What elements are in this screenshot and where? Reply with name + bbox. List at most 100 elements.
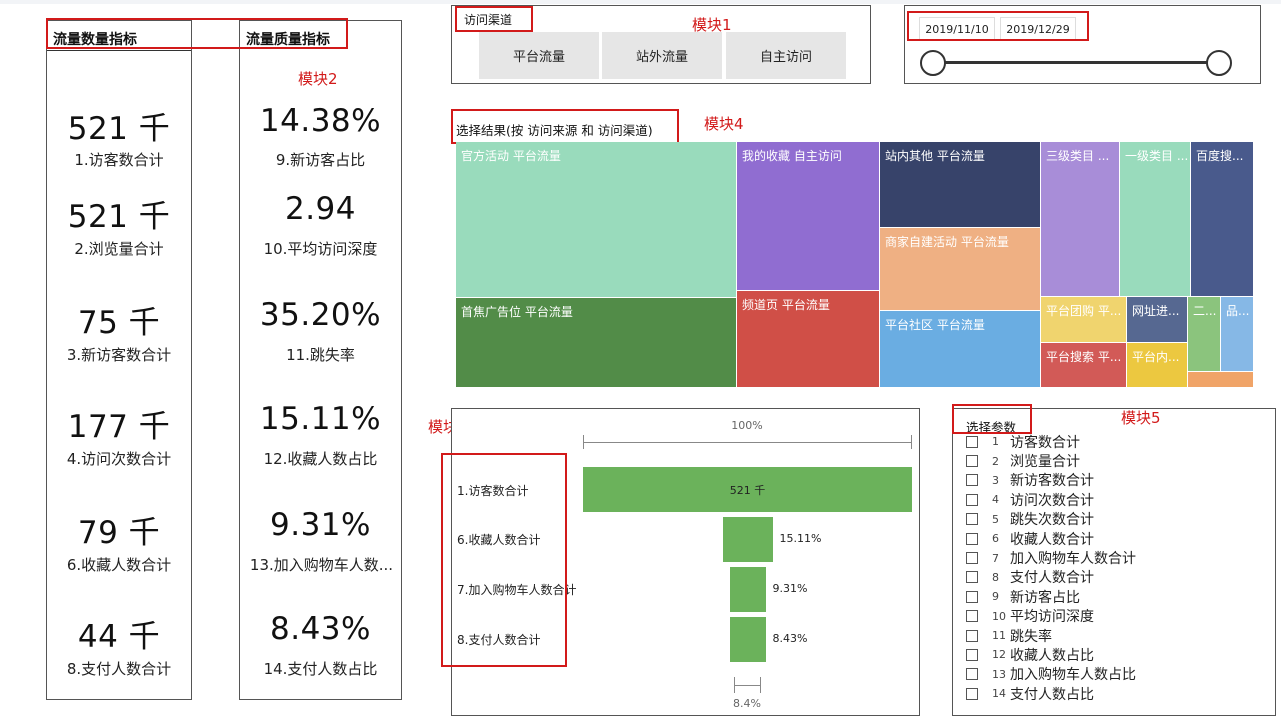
quantity-kpi-panel: 流量数量指标 521 千 1.访客数合计 521 千 2.浏览量合计 75 千 … xyxy=(46,20,192,700)
treemap-tile-url-entry[interactable]: 网址进... xyxy=(1127,297,1188,343)
date-slider-end-handle[interactable] xyxy=(1206,50,1232,76)
treemap-tile-banner-ad[interactable]: 首焦广告位 平台流量 xyxy=(456,298,737,388)
parameter-name: 跳失次数合计 xyxy=(1010,512,1094,529)
parameter-checkbox[interactable] xyxy=(966,493,978,506)
channel-option-self[interactable]: 自主访问 xyxy=(726,32,846,79)
parameter-checkbox[interactable] xyxy=(966,571,978,584)
parameter-number: 1 xyxy=(992,435,999,449)
parameter-checkbox[interactable] xyxy=(966,687,978,700)
treemap-tile-site-other[interactable]: 站内其他 平台流量 xyxy=(880,142,1041,228)
parameter-item[interactable]: 7 加入购物车人数合计 xyxy=(966,548,1266,567)
parameter-checkbox[interactable] xyxy=(966,629,978,642)
date-slider-start-handle[interactable] xyxy=(920,50,946,76)
parameter-item[interactable]: 1 访客数合计 xyxy=(966,432,1266,451)
parameter-name: 浏览量合计 xyxy=(1010,454,1080,471)
treemap-tile-platform-search[interactable]: 平台搜索 平... xyxy=(1041,343,1127,388)
parameter-number: 5 xyxy=(992,512,999,526)
funnel-bottom-bracket-line xyxy=(734,685,761,686)
parameter-name: 支付人数占比 xyxy=(1010,686,1094,703)
date-slider-track xyxy=(933,61,1219,64)
quality-kpi-panel: 流量质量指标 14.38% 9.新访客占比 2.94 10.平均访问深度 35.… xyxy=(239,20,402,700)
parameter-item[interactable]: 8 支付人数合计 xyxy=(966,568,1266,587)
channel-option-platform[interactable]: 平台流量 xyxy=(479,32,599,79)
parameter-checkbox[interactable] xyxy=(966,648,978,661)
funnel-bar-value-3: 9.31% xyxy=(772,582,808,595)
parameter-item[interactable]: 2 浏览量合计 xyxy=(966,451,1266,470)
treemap-tile-platform-community[interactable]: 平台社区 平台流量 xyxy=(880,311,1041,388)
funnel-bar-2[interactable] xyxy=(722,517,773,562)
funnel-bar-1[interactable] xyxy=(583,467,912,512)
treemap-tile-my-favorites[interactable]: 我的收藏 自主访问 xyxy=(737,142,880,291)
date-range-slicer: 2019/11/10 2019/12/29 xyxy=(904,5,1261,84)
funnel-bottom-bracket-left-tick xyxy=(734,677,735,693)
kpi-value-pageviews: 521 千 xyxy=(67,199,171,235)
funnel-bar-4[interactable] xyxy=(729,617,766,662)
kpi-value-payers: 44 千 xyxy=(77,619,161,655)
kpi-label-favorite-ratio: 12.收藏人数占比 xyxy=(263,450,378,468)
treemap-tile-platform-groupbuy[interactable]: 平台团购 平... xyxy=(1041,297,1127,343)
parameter-item[interactable]: 11 跳失率 xyxy=(966,626,1266,645)
funnel-top-label: 100% xyxy=(731,419,763,432)
parameter-checkbox[interactable] xyxy=(966,474,978,487)
parameter-checkbox[interactable] xyxy=(966,455,978,468)
treemap-tile-small-pin[interactable]: 品... xyxy=(1221,297,1254,372)
kpi-label-pay-ratio: 14.支付人数占比 xyxy=(263,660,378,678)
parameter-checkbox[interactable] xyxy=(966,668,978,681)
kpi-value-new-visitors: 75 千 xyxy=(77,305,161,341)
kpi-label-new-visitors: 3.新访客数合计 xyxy=(66,346,172,364)
treemap-tile-small-orange[interactable] xyxy=(1188,372,1254,388)
funnel-bar-value-2: 15.11% xyxy=(779,532,822,545)
funnel-bar-3[interactable] xyxy=(729,567,766,612)
treemap-tile-channel-page[interactable]: 频道页 平台流量 xyxy=(737,291,880,388)
channel-option-external[interactable]: 站外流量 xyxy=(602,32,722,79)
treemap: 官方活动 平台流量 首焦广告位 平台流量 我的收藏 自主访问 频道页 平台流量 … xyxy=(456,142,1254,388)
parameter-checkbox[interactable] xyxy=(966,610,978,623)
parameter-number: 2 xyxy=(992,454,999,468)
parameter-item[interactable]: 9 新访客占比 xyxy=(966,587,1266,606)
parameter-item[interactable]: 12 收藏人数占比 xyxy=(966,645,1266,664)
parameter-item[interactable]: 13 加入购物车人数占比 xyxy=(966,665,1266,684)
parameter-item[interactable]: 14 支付人数占比 xyxy=(966,684,1266,703)
parameter-number: 9 xyxy=(992,590,999,604)
treemap-tile-level3-category[interactable]: 三级类目 ... xyxy=(1041,142,1120,297)
kpi-value-visits: 177 千 xyxy=(67,409,171,445)
kpi-value-visitors: 521 千 xyxy=(67,111,171,147)
annotation-module-2: 模块2 xyxy=(298,70,338,88)
parameter-selector-title: 选择参数 xyxy=(966,420,1017,435)
parameter-name: 收藏人数合计 xyxy=(1010,531,1094,548)
treemap-tile-official-activity[interactable]: 官方活动 平台流量 xyxy=(456,142,737,298)
parameter-name: 收藏人数占比 xyxy=(1010,648,1094,664)
funnel-top-bracket-line xyxy=(583,442,912,443)
kpi-label-favorites: 6.收藏人数合计 xyxy=(66,556,172,574)
parameter-checkbox[interactable] xyxy=(966,513,978,526)
treemap-tile-small-2[interactable]: 二... xyxy=(1188,297,1221,372)
kpi-label-avg-depth: 10.平均访问深度 xyxy=(263,240,378,258)
parameter-item[interactable]: 5 跳失次数合计 xyxy=(966,510,1266,529)
annotation-module-1: 模块1 xyxy=(692,16,732,34)
top-strip xyxy=(0,0,1281,4)
parameter-item[interactable]: 6 收藏人数合计 xyxy=(966,529,1266,548)
parameter-item[interactable]: 3 新访客数合计 xyxy=(966,471,1266,490)
parameter-number: 14 xyxy=(992,687,1006,701)
parameter-item[interactable]: 10 平均访问深度 xyxy=(966,607,1266,626)
funnel-bar-value-4: 8.43% xyxy=(772,632,808,645)
date-start-field[interactable]: 2019/11/10 xyxy=(919,17,995,41)
parameter-checkbox[interactable] xyxy=(966,552,978,565)
parameter-checkbox[interactable] xyxy=(966,435,978,448)
treemap-tile-level1-category[interactable]: 一级类目 ... xyxy=(1120,142,1191,297)
treemap-tile-merchant-activity[interactable]: 商家自建活动 平台流量 xyxy=(880,228,1041,311)
funnel-chart: 100% 1.访客数合计 6.收藏人数合计 7.加入购物车人数合计 8.支付人数… xyxy=(451,408,920,716)
parameter-name: 新访客占比 xyxy=(1010,589,1080,606)
funnel-stage-label-4: 8.支付人数合计 xyxy=(457,633,541,647)
parameter-item[interactable]: 4 访问次数合计 xyxy=(966,490,1266,509)
funnel-stage-label-1: 1.访客数合计 xyxy=(457,484,529,498)
kpi-label-visitors: 1.访客数合计 xyxy=(74,151,164,169)
treemap-tile-platform-inner[interactable]: 平台内... xyxy=(1127,343,1188,388)
parameter-checkbox[interactable] xyxy=(966,532,978,545)
kpi-label-pageviews: 2.浏览量合计 xyxy=(74,240,164,258)
funnel-top-bracket-right-tick xyxy=(911,435,912,449)
treemap-tile-baidu-search[interactable]: 百度搜... xyxy=(1191,142,1254,297)
parameter-checkbox[interactable] xyxy=(966,590,978,603)
kpi-value-pay-ratio: 8.43% xyxy=(270,611,371,647)
date-end-field[interactable]: 2019/12/29 xyxy=(1000,17,1076,41)
